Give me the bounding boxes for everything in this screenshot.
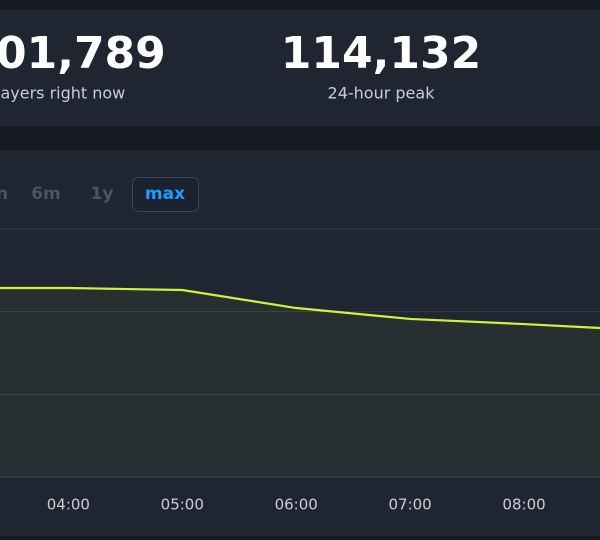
x-tick-label: 05:00	[161, 496, 204, 514]
stat-value: 114,132	[281, 28, 481, 79]
stat-value: 01,789	[0, 28, 166, 79]
range-button[interactable]: 1y	[91, 184, 114, 204]
plot: 04:00 05:00 06:00 07:00 08:00	[0, 228, 600, 514]
active-range-box[interactable]	[132, 177, 199, 212]
range-button-active[interactable]: max	[145, 184, 185, 204]
stats-panel	[0, 10, 600, 126]
stat-label: 24-hour peak	[328, 84, 436, 103]
x-tick-label: 08:00	[502, 496, 545, 514]
area	[0, 288, 600, 477]
range-button[interactable]: n	[0, 184, 8, 204]
chart-panel	[0, 150, 600, 536]
stat-label: layers right now	[0, 84, 125, 103]
range-button[interactable]: 6m	[31, 184, 61, 204]
x-tick-label: 07:00	[389, 496, 432, 514]
x-tick-label: 04:00	[47, 496, 90, 514]
line	[0, 286, 600, 330]
x-tick-label: 06:00	[275, 496, 318, 514]
